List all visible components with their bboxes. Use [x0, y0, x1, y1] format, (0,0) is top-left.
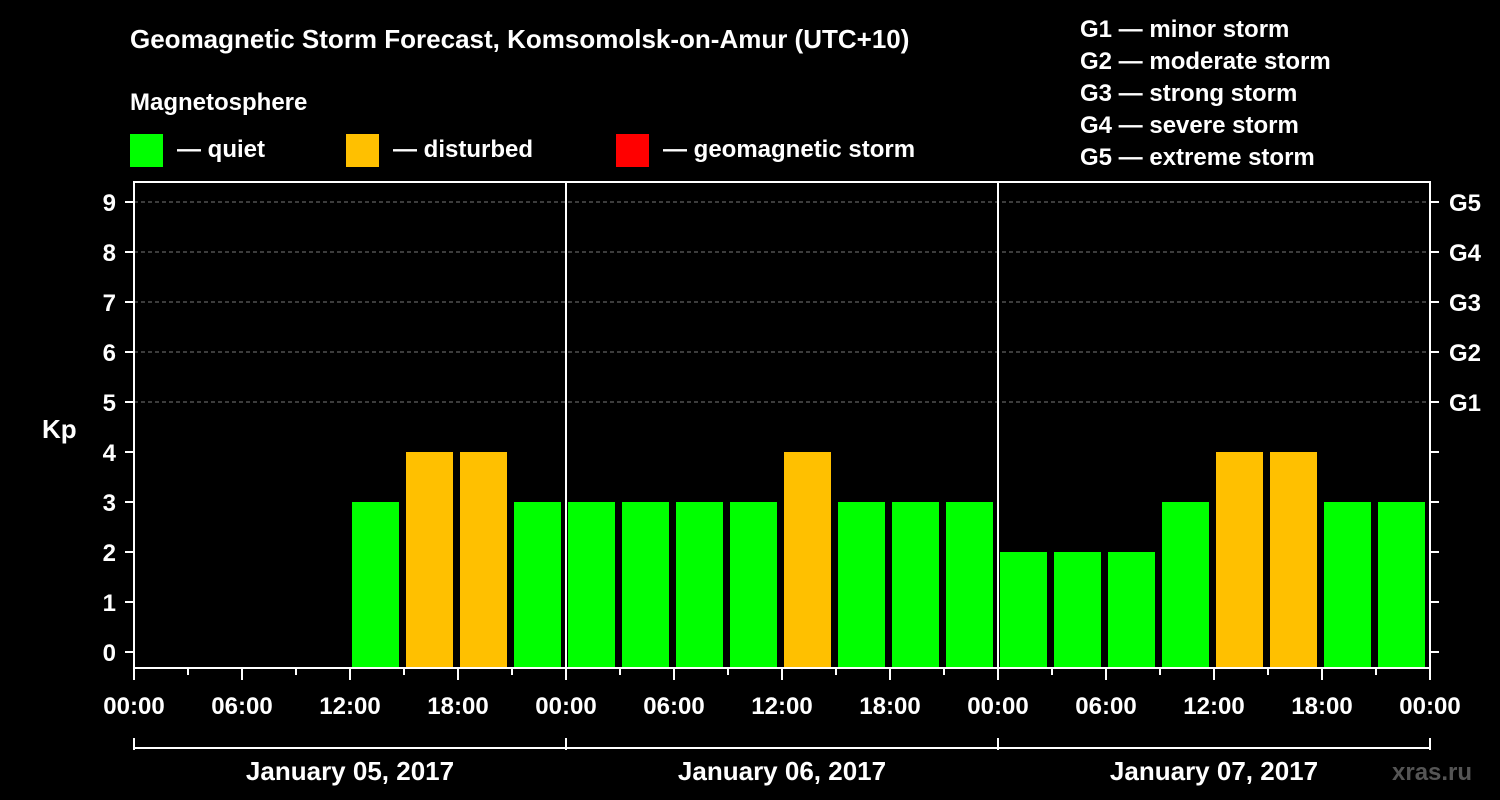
storm-level-label-g2: G2: [1449, 340, 1481, 367]
y-tick-label-9: 9: [103, 190, 116, 217]
bar-5: [406, 452, 453, 668]
bar-7: [514, 502, 561, 668]
bar-21: [1270, 452, 1317, 668]
storm-level-labels: G1 G2 G3 G4 G5: [1449, 190, 1482, 417]
x-tick-label-5: 06:00: [643, 693, 704, 720]
watermark: xras.ru: [1392, 759, 1472, 786]
storm-level-label-g1: G1: [1449, 390, 1481, 417]
x-tick-label-3: 18:00: [427, 693, 488, 720]
legend-swatch-disturbed: [346, 134, 379, 167]
storm-scale-legend: G1 — minor storm G2 — moderate storm G3 …: [1080, 16, 1331, 171]
bar-11: [730, 502, 777, 668]
y-tick-label-7: 7: [103, 290, 116, 317]
day-label-0: January 05, 2017: [246, 756, 454, 786]
legend-title: Magnetosphere: [130, 89, 307, 116]
x-tick-label-0: 00:00: [103, 693, 164, 720]
bar-20: [1216, 452, 1263, 668]
y-tick-label-4: 4: [103, 440, 117, 467]
x-tick-label-9: 06:00: [1075, 693, 1136, 720]
y-tick-label-1: 1: [103, 590, 116, 617]
y-tick-label-5: 5: [103, 390, 116, 417]
bar-8: [568, 502, 615, 668]
legend-label-disturbed: — disturbed: [393, 136, 533, 163]
legend-label-quiet: — quiet: [177, 136, 265, 163]
grid-lines: [134, 201, 1430, 403]
x-tick-label-1: 06:00: [211, 693, 272, 720]
storm-level-label-g5: G5: [1449, 190, 1481, 217]
storm-scale-g1: G1 — minor storm: [1080, 16, 1289, 43]
legend-swatch-storm: [616, 134, 649, 167]
bar-18: [1108, 552, 1155, 668]
storm-scale-g2: G2 — moderate storm: [1080, 48, 1331, 75]
x-tick-label-11: 18:00: [1291, 693, 1352, 720]
bar-12: [784, 452, 831, 668]
x-tick-label-6: 12:00: [751, 693, 812, 720]
x-tick-label-10: 12:00: [1183, 693, 1244, 720]
bar-9: [622, 502, 669, 668]
bar-10: [676, 502, 723, 668]
legend-label-storm: — geomagnetic storm: [663, 136, 915, 163]
y-tick-label-6: 6: [103, 340, 116, 367]
axes: [125, 181, 1439, 750]
day-label-2: January 07, 2017: [1110, 756, 1318, 786]
legend: — quiet — disturbed — geomagnetic storm: [130, 134, 915, 167]
bar-4: [352, 502, 399, 668]
x-tick-labels: 00:00 06:00 12:00 18:00 00:00 06:00 12:00 18:00…: [103, 693, 1460, 720]
bars: [352, 452, 1425, 668]
x-tick-label-8: 00:00: [967, 693, 1028, 720]
bar-16: [1000, 552, 1047, 668]
bar-13: [838, 502, 885, 668]
bar-23: [1378, 502, 1425, 668]
x-tick-label-4: 00:00: [535, 693, 596, 720]
y-tick-label-2: 2: [103, 540, 116, 567]
bar-14: [892, 502, 939, 668]
y-tick-label-0: 0: [103, 640, 116, 667]
y-tick-label-3: 3: [103, 490, 116, 517]
day-label-1: January 06, 2017: [678, 756, 886, 786]
bar-15: [946, 502, 993, 668]
x-tick-label-12: 00:00: [1399, 693, 1460, 720]
day-labels: January 05, 2017 January 06, 2017 January …: [246, 756, 1318, 786]
storm-scale-g3: G3 — strong storm: [1080, 80, 1297, 107]
storm-level-label-g3: G3: [1449, 290, 1481, 317]
bar-19: [1162, 502, 1209, 668]
x-tick-label-7: 18:00: [859, 693, 920, 720]
storm-scale-g5: G5 — extreme storm: [1080, 144, 1315, 171]
y-axis-label: Kp: [42, 414, 77, 444]
storm-scale-g4: G4 — severe storm: [1080, 112, 1299, 139]
bar-6: [460, 452, 507, 668]
y-tick-labels: 0 1 2 3 4 5 6 7 8 9: [103, 190, 117, 667]
bar-22: [1324, 502, 1371, 668]
storm-level-label-g4: G4: [1449, 240, 1482, 267]
y-tick-label-8: 8: [103, 240, 116, 267]
x-tick-label-2: 12:00: [319, 693, 380, 720]
legend-swatch-quiet: [130, 134, 163, 167]
bar-17: [1054, 552, 1101, 668]
chart-title: Geomagnetic Storm Forecast, Komsomolsk-o…: [130, 24, 909, 54]
